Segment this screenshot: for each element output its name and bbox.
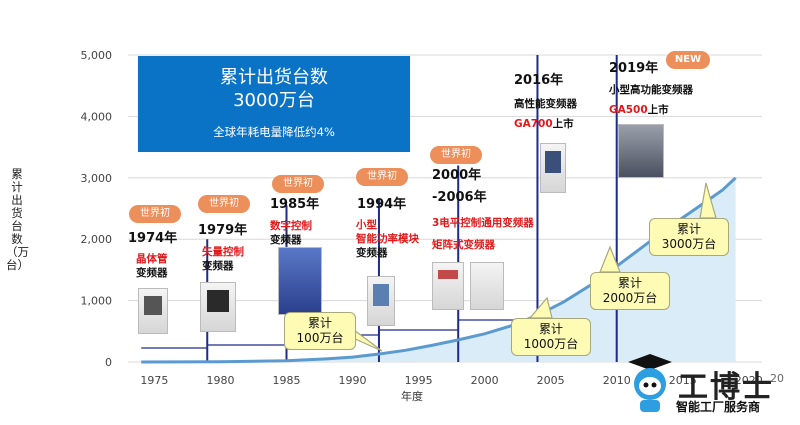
product-image-2000b xyxy=(470,262,504,310)
milestone-desc: 矢量控制 变频器 xyxy=(202,245,244,273)
y-axis-label: 累计出货台数（万台） xyxy=(6,167,29,272)
callout-label: 累计 xyxy=(307,316,332,330)
y-tick-label: 2,000 xyxy=(81,233,113,246)
x-axis-label: 年度 xyxy=(401,389,423,403)
product-image-2019 xyxy=(618,124,664,178)
product-image-1994 xyxy=(367,276,395,326)
milestone-desc-highlight: 小型 xyxy=(356,219,377,231)
milestone-desc-suffix: 上市 xyxy=(552,118,574,130)
milestone-year: 2016年 xyxy=(514,73,564,88)
callout-label: 累计 xyxy=(676,222,701,236)
product-image-2016 xyxy=(540,143,566,193)
milestone-year-start: 2000年 xyxy=(432,168,482,183)
milestone-desc: 数字控制 变频器 xyxy=(270,219,312,247)
y-tick-label: 0 xyxy=(105,356,112,369)
milestone-desc: 晶体管 变频器 xyxy=(136,252,168,280)
callout-value: 1000万台 xyxy=(523,337,579,351)
milestone-desc-text: 小型高功能变频器 xyxy=(609,84,693,96)
callout-value: 3000万台 xyxy=(661,237,717,251)
x-tick-label: 1975 xyxy=(140,374,168,387)
milestone-desc-text: 变频器 xyxy=(136,267,168,279)
x-tick-label: 2010 xyxy=(603,374,631,387)
milestone-year: 1974年 xyxy=(128,231,178,246)
callout-1000: 累计 1000万台 xyxy=(511,318,591,356)
world-first-badge: 世界初 xyxy=(272,175,324,193)
summary-title: 累计出货台数 xyxy=(220,67,328,88)
milestone-desc-highlight: 智能功率模块 xyxy=(356,233,419,245)
x-tick-label: 1980 xyxy=(206,374,234,387)
callout-value: 100万台 xyxy=(296,331,344,345)
y-tick-label: 1,000 xyxy=(81,295,113,308)
x-tick-label: 1990 xyxy=(339,374,367,387)
logo-tagline: 智能工厂服务商 xyxy=(676,400,761,414)
x-tick-labels: 1975 1980 1985 1990 1995 2000 2005 2010 2015 2020 xyxy=(140,374,762,387)
milestone-desc-highlight: GA500 xyxy=(609,104,648,116)
callout-value: 2000万台 xyxy=(602,291,658,305)
summary-note: 全球年耗电量降低约4% xyxy=(213,125,335,139)
milestone-desc-text: 变频器 xyxy=(356,247,388,259)
milestone-year-end: -2006年 xyxy=(432,190,487,205)
summary-box: 累计出货台数 3000万台 全球年耗电量降低约4% xyxy=(138,56,410,152)
callout-label: 累计 xyxy=(617,276,642,290)
milestone-desc-highlight: 晶体管 xyxy=(136,253,168,265)
callout-label: 累计 xyxy=(538,322,563,336)
milestone-desc-highlight: 3电平控制通用变频器 xyxy=(432,217,534,229)
world-first-badge: 世界初 xyxy=(430,146,482,164)
product-image-1985 xyxy=(278,247,322,315)
world-first-badge: 世界初 xyxy=(198,195,250,213)
x-tick-label: 1995 xyxy=(405,374,433,387)
summary-total: 3000万台 xyxy=(233,90,315,111)
x-tick-label: 1985 xyxy=(273,374,301,387)
callout-2000: 累计 2000万台 xyxy=(590,272,670,310)
milestone-desc-suffix: 上市 xyxy=(647,104,669,116)
callout-3000: 累计 3000万台 xyxy=(649,218,729,256)
x-tick-label: 2015 xyxy=(669,374,697,387)
y-tick-label: 4,000 xyxy=(81,110,113,123)
product-image-1979 xyxy=(200,282,236,332)
world-first-badge: 世界初 xyxy=(356,168,408,186)
milestone-desc-highlight: 矩阵式变频器 xyxy=(432,239,495,251)
milestone-year: 2000年 -2006年 xyxy=(432,165,487,209)
milestone-desc-text: 变频器 xyxy=(270,234,302,246)
milestone-desc-highlight: 数字控制 xyxy=(270,220,312,232)
milestone-year: 1985年 xyxy=(270,197,320,212)
product-image-2000a xyxy=(432,262,464,310)
milestone-desc-text: 变频器 xyxy=(202,260,234,272)
milestone-year: 1979年 xyxy=(198,223,248,238)
milestone-desc: 高性能变频器 GA700上市 xyxy=(514,94,577,134)
milestone-year: 2019年 xyxy=(609,61,659,76)
milestone-year: 1994年 xyxy=(357,197,407,212)
milestone-desc-text: 高性能变频器 xyxy=(514,98,577,110)
new-badge: NEW xyxy=(666,51,710,69)
milestone-desc: 3电平控制通用变频器 矩阵式变频器 xyxy=(432,212,534,256)
x-tick-label: 2020 xyxy=(735,374,763,387)
cumulative-area xyxy=(141,177,736,362)
milestone-desc: 小型高功能变频器 GA500上市 xyxy=(609,80,693,120)
world-first-badge: 世界初 xyxy=(129,205,181,223)
product-image-1974 xyxy=(138,288,168,334)
milestone-desc-highlight: 矢量控制 xyxy=(202,246,244,258)
y-tick-labels: 0 1,000 2,000 3,000 4,000 5,000 xyxy=(81,49,113,369)
partial-tick-label: 20 xyxy=(770,372,784,385)
milestone-desc-highlight: GA700 xyxy=(514,118,553,130)
y-tick-label: 3,000 xyxy=(81,172,113,185)
x-tick-label: 2000 xyxy=(471,374,499,387)
callout-100: 累计 100万台 xyxy=(284,312,356,350)
x-tick-label: 2005 xyxy=(537,374,565,387)
logo-name: 工博士 xyxy=(678,370,774,405)
robot-mascot-icon xyxy=(628,354,672,412)
milestone-desc: 小型 智能功率模块 变频器 xyxy=(356,218,419,260)
y-tick-label: 5,000 xyxy=(81,49,113,62)
